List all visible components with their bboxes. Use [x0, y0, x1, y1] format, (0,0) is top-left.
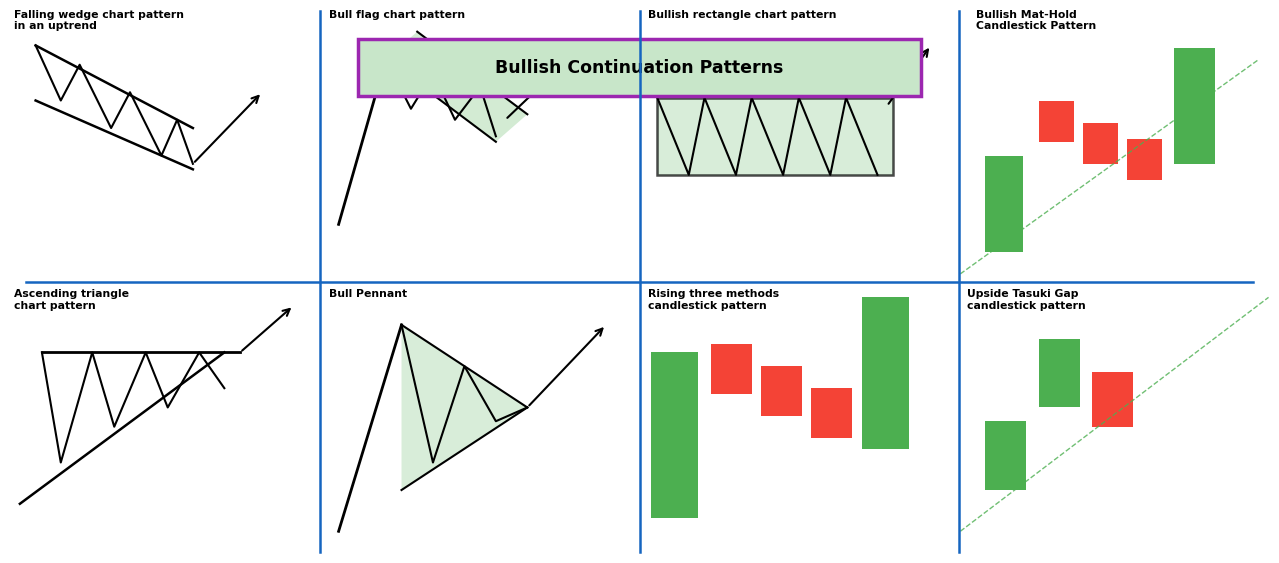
- Text: Falling wedge chart pattern
in an uptrend: Falling wedge chart pattern in an uptren…: [14, 10, 184, 32]
- Bar: [811, 388, 852, 437]
- Text: Upside Tasuki Gap
candlestick pattern: Upside Tasuki Gap candlestick pattern: [967, 289, 1086, 311]
- Bar: [862, 297, 909, 449]
- Bar: [1039, 338, 1079, 408]
- Text: Rising three methods
candlestick pattern: Rising three methods candlestick pattern: [648, 289, 779, 311]
- Polygon shape: [386, 32, 527, 142]
- Bar: [651, 352, 698, 517]
- Bar: [761, 366, 802, 415]
- Bar: [985, 155, 1023, 252]
- Text: Bullish rectangle chart pattern: Bullish rectangle chart pattern: [648, 10, 836, 20]
- Bar: [1174, 48, 1215, 164]
- Bar: [1127, 139, 1161, 180]
- Bar: [657, 98, 893, 175]
- Bar: [1039, 101, 1073, 142]
- Bar: [1083, 123, 1118, 164]
- Text: Bullish Mat-Hold
Candlestick Pattern: Bullish Mat-Hold Candlestick Pattern: [976, 10, 1096, 32]
- Text: Bull Pennant: Bull Pennant: [329, 289, 407, 299]
- Bar: [711, 344, 752, 394]
- Bar: [985, 421, 1026, 490]
- Bar: [1092, 372, 1133, 427]
- Text: Bull flag chart pattern: Bull flag chart pattern: [329, 10, 466, 20]
- Polygon shape: [402, 325, 527, 490]
- Text: Bullish Continuation Patterns: Bullish Continuation Patterns: [495, 59, 784, 77]
- Text: Ascending triangle
chart pattern: Ascending triangle chart pattern: [14, 289, 129, 311]
- FancyBboxPatch shape: [358, 39, 921, 96]
